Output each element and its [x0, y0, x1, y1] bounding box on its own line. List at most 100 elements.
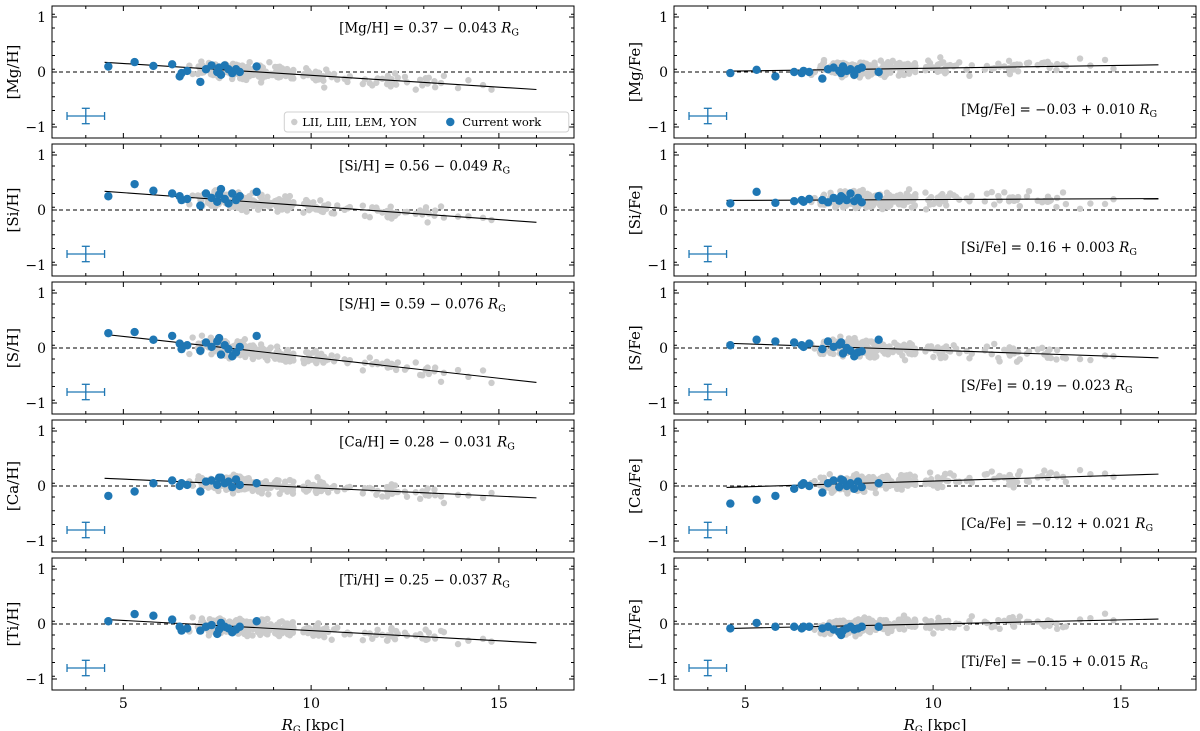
y-tick-label: −1	[25, 396, 46, 412]
literature-point	[963, 624, 970, 632]
literature-point	[241, 618, 249, 626]
literature-point	[289, 354, 297, 362]
literature-point	[243, 208, 250, 215]
literature-point	[911, 345, 919, 352]
literature-point	[479, 635, 487, 643]
x-tick-label: 10	[924, 696, 942, 712]
x-tick-label: 5	[119, 696, 128, 712]
current-work-point	[874, 479, 883, 488]
literature-point	[1038, 59, 1046, 67]
fit-equation-text: [Mg/H] = 0.37 − 0.043	[339, 20, 501, 36]
current-work-point	[213, 480, 222, 490]
literature-point	[904, 60, 912, 67]
literature-point	[431, 486, 438, 493]
literature-point	[936, 200, 943, 208]
literature-point	[856, 188, 863, 195]
current-work-point	[252, 187, 261, 197]
literature-point	[243, 76, 250, 84]
literature-point	[488, 379, 495, 387]
literature-point	[991, 201, 998, 208]
literature-point	[422, 75, 429, 82]
literature-point	[334, 487, 341, 495]
literature-point	[269, 201, 276, 208]
literature-point	[1053, 66, 1060, 74]
y-tick-label: 0	[37, 203, 46, 219]
literature-point	[422, 488, 430, 495]
current-work-point	[235, 480, 244, 490]
current-work-point	[252, 617, 261, 626]
literature-point	[922, 348, 929, 355]
current-work-point	[224, 344, 233, 354]
literature-point	[1016, 356, 1023, 363]
fit-equation-text: [Ca/Fe] = −0.12 + 0.021	[961, 516, 1135, 532]
literature-point	[366, 354, 373, 361]
current-work-point	[216, 184, 226, 194]
fit-equation-symbol: R	[491, 572, 502, 588]
literature-point	[867, 619, 874, 626]
plot-area	[52, 471, 574, 507]
literature-point	[1014, 68, 1022, 75]
literature-point	[1010, 484, 1017, 491]
literature-point	[930, 200, 937, 208]
literature-point	[991, 64, 998, 72]
current-work-point	[149, 186, 158, 195]
y-tick-label: −1	[25, 120, 46, 136]
literature-point	[983, 62, 991, 70]
literature-point	[899, 479, 906, 486]
literature-point	[330, 70, 338, 78]
literature-point	[289, 490, 297, 497]
literature-point	[437, 203, 445, 210]
current-work-point	[196, 77, 205, 87]
fit-equation-symbol: R	[1118, 240, 1129, 256]
literature-point	[1001, 189, 1008, 196]
y-tick-label: 1	[659, 148, 668, 164]
fit-equation: [Ti/H] = 0.25 − 0.037 RG	[339, 572, 510, 590]
literature-point	[1076, 55, 1084, 62]
y-tick-label: −1	[25, 672, 46, 688]
literature-point	[1001, 63, 1008, 70]
literature-point	[1076, 466, 1084, 474]
current-work-point	[104, 62, 113, 71]
literature-point	[1038, 344, 1046, 352]
literature-point	[334, 353, 341, 360]
literature-point	[274, 631, 281, 638]
fit-equation-symbol: R	[1138, 102, 1149, 118]
literature-point	[935, 476, 942, 484]
literature-point	[1076, 205, 1084, 212]
literature-point	[1016, 613, 1023, 620]
fit-equation-symbol: R	[1114, 378, 1125, 394]
literature-point	[479, 214, 487, 222]
error-bar	[66, 659, 106, 677]
literature-point	[883, 348, 891, 356]
literature-point	[422, 204, 430, 211]
literature-point	[289, 70, 297, 77]
panel-sh: −1 0 1 [S/H] [S/H] = 0.59 − 0.076 RG	[4, 281, 575, 415]
literature-point	[922, 624, 930, 631]
literature-point	[1076, 355, 1084, 363]
literature-point	[811, 477, 818, 485]
literature-point	[346, 483, 354, 491]
current-work-point	[130, 179, 139, 189]
literature-point	[412, 359, 419, 366]
current-work-point	[752, 65, 761, 75]
literature-point	[983, 190, 991, 197]
literature-point	[330, 626, 338, 633]
literature-point	[290, 478, 297, 485]
current-work-point	[104, 328, 113, 338]
literature-point	[1053, 346, 1061, 354]
literature-point	[388, 481, 395, 488]
literature-point	[1013, 478, 1021, 486]
literature-point	[323, 357, 330, 364]
current-work-point	[804, 481, 814, 491]
literature-point	[245, 71, 252, 78]
y-tick-label: −1	[25, 534, 46, 550]
literature-point	[1025, 187, 1033, 195]
y-tick-label: −1	[647, 120, 668, 136]
current-work-point	[130, 609, 139, 619]
literature-point	[811, 345, 818, 352]
literature-point	[303, 196, 310, 204]
literature-point	[930, 353, 937, 361]
literature-point	[1038, 620, 1046, 628]
literature-point	[314, 71, 321, 79]
